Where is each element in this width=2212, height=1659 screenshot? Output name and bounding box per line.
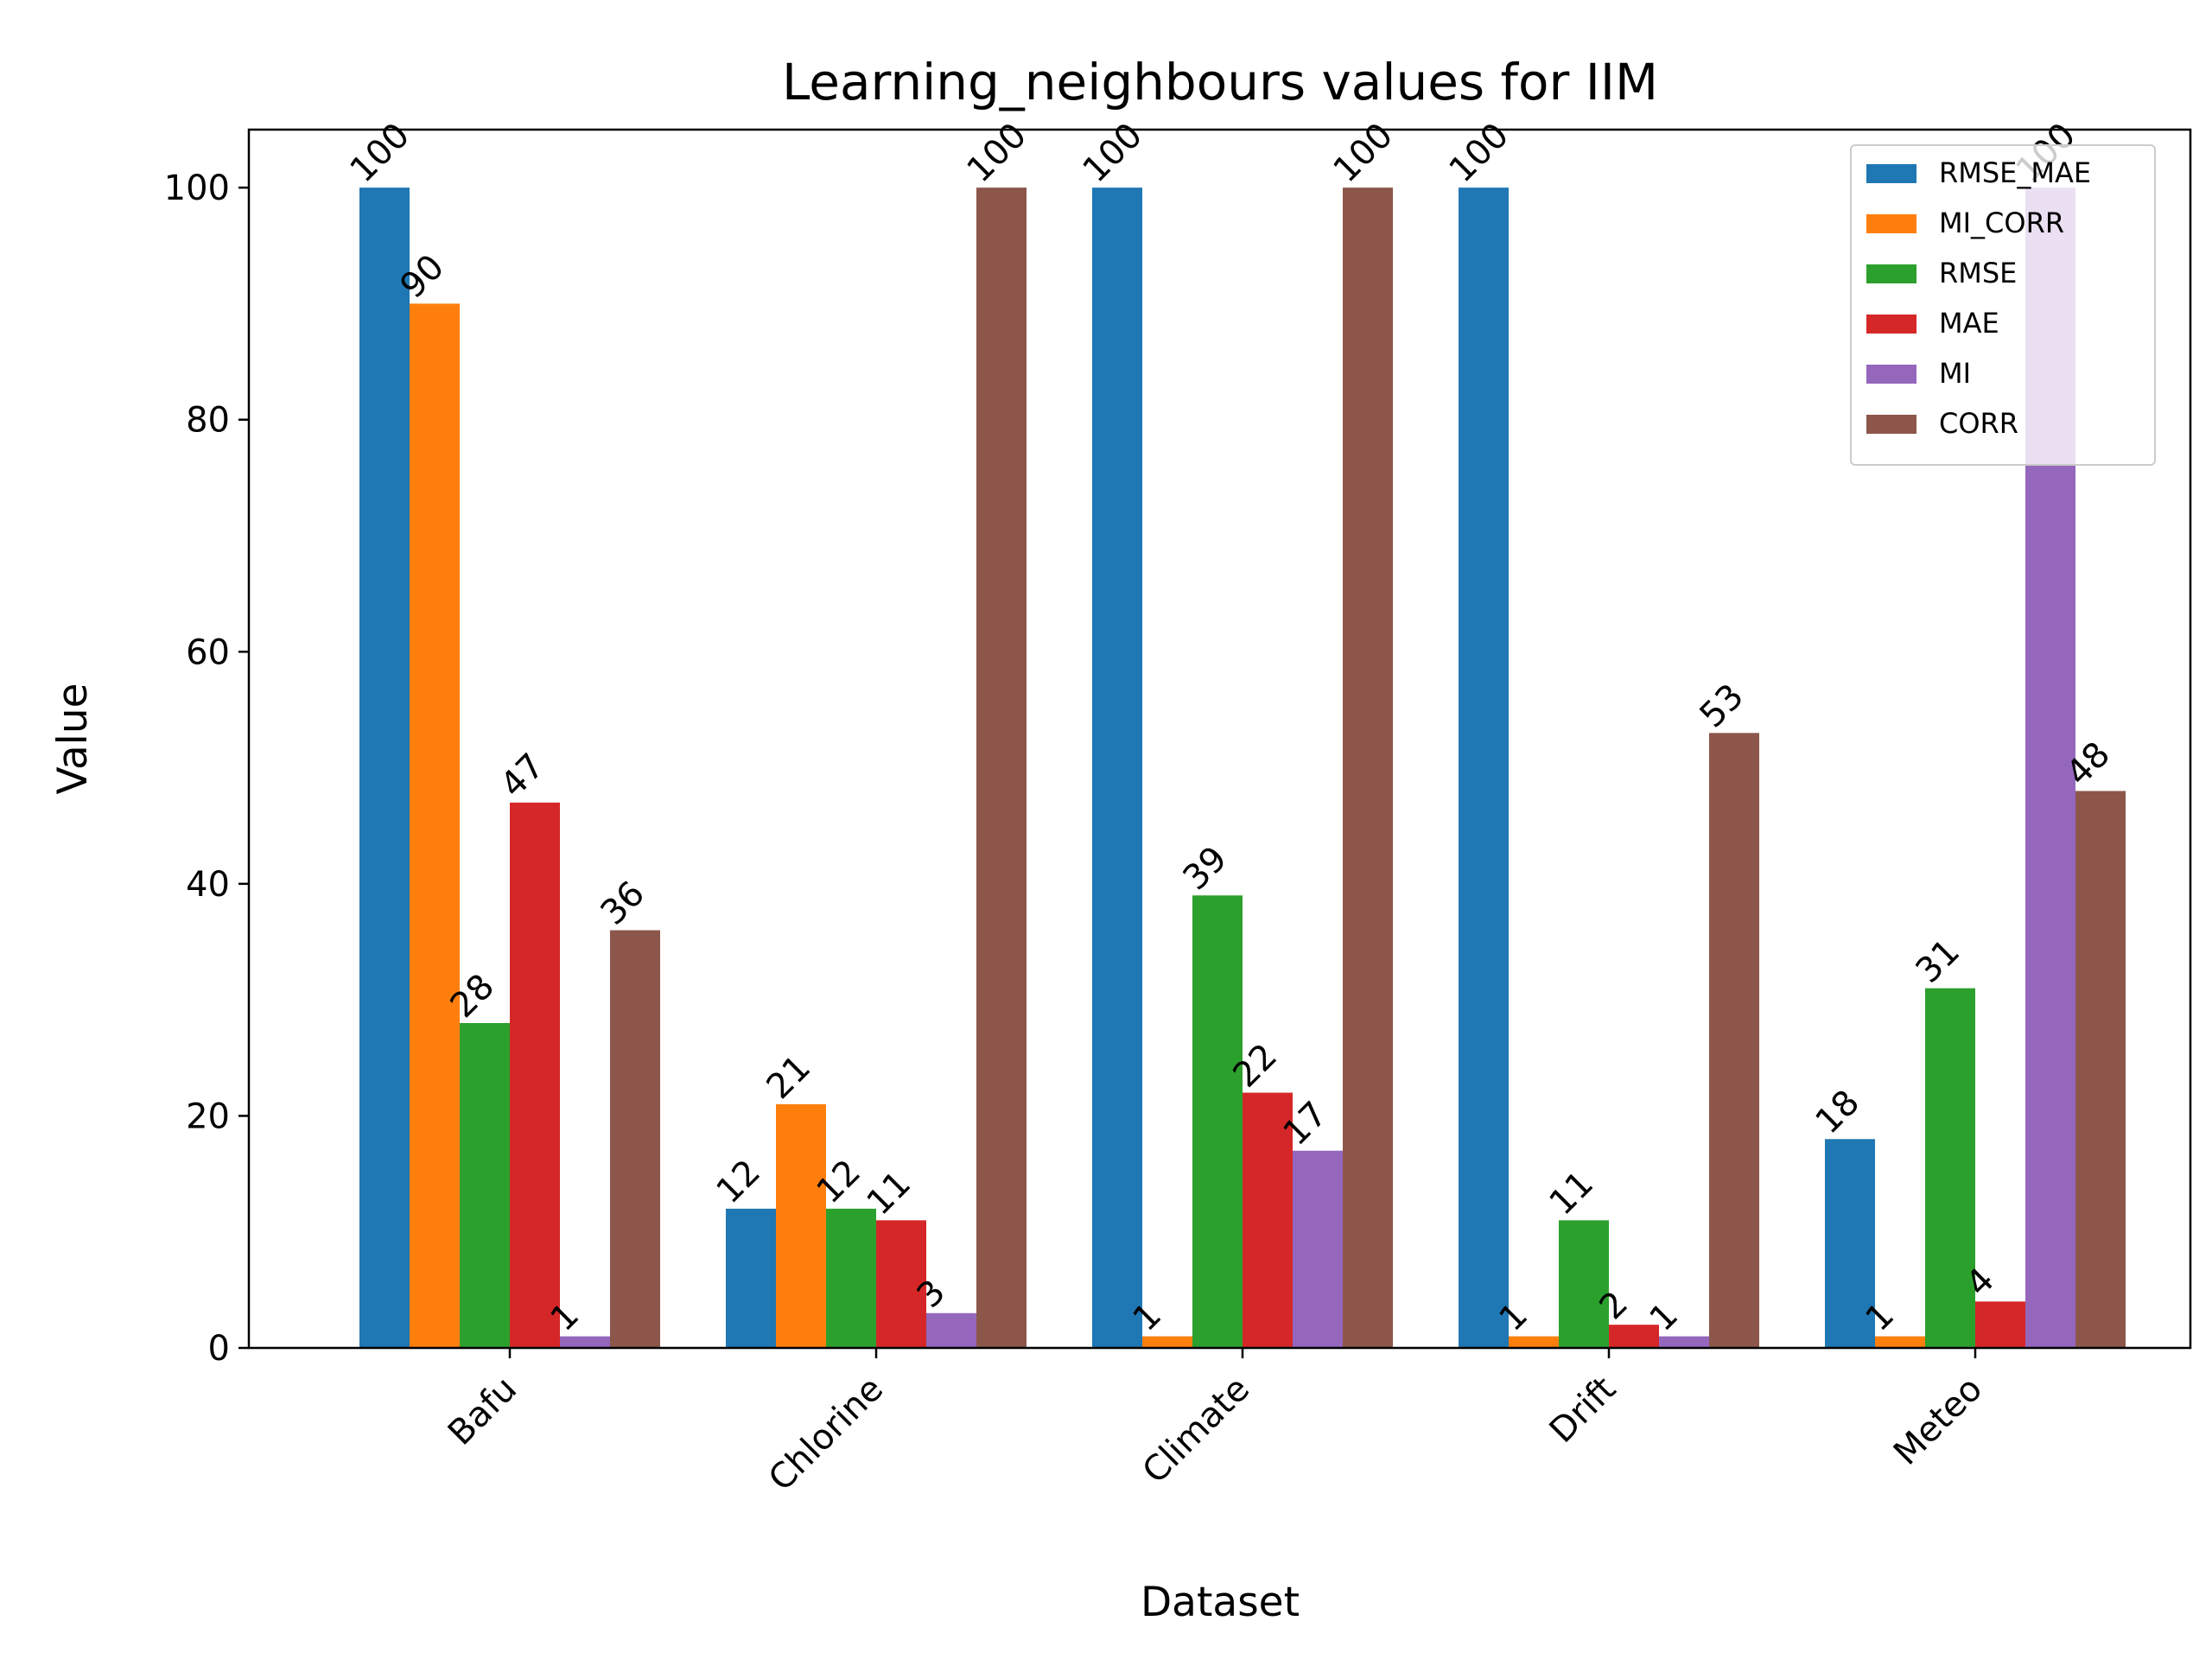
bar-mi_corr-drift	[1509, 1336, 1559, 1348]
bar-mi-drift	[1659, 1336, 1709, 1348]
y-tick-label: 100	[164, 168, 230, 208]
data-label: 47	[493, 746, 553, 805]
bar-rmse-chlorine	[826, 1208, 876, 1348]
bar-corr-climate	[1343, 188, 1393, 1349]
bar-corr-drift	[1709, 733, 1759, 1348]
chart-title: Learning_neighbours values for IIM	[782, 53, 1658, 111]
x-tick-label: Climate	[1135, 1370, 1257, 1491]
bar-rmse-bafu	[460, 1023, 510, 1348]
y-axis: 0 20 40 60 80 100	[164, 168, 249, 1369]
x-tick-label: Chlorine	[761, 1370, 891, 1499]
bar-rmse_mae-drift	[1459, 188, 1509, 1349]
bar-mae-bafu	[510, 802, 560, 1348]
bars-group	[359, 188, 2126, 1349]
bar-mae-climate	[1243, 1092, 1293, 1348]
legend-swatch	[1866, 415, 1916, 434]
bar-corr-bafu	[610, 930, 660, 1348]
data-label: 36	[594, 874, 653, 933]
data-label: 11	[1542, 1164, 1602, 1224]
data-label: 18	[1808, 1083, 1868, 1142]
bar-corr-meteo	[2075, 791, 2126, 1348]
data-label: 21	[760, 1048, 819, 1108]
legend: RMSE_MAE MI_CORR RMSE MAE MI CORR	[1850, 144, 2156, 466]
plot-frame	[247, 128, 2192, 1350]
x-tick-label: Bafu	[441, 1370, 524, 1453]
bar-mi_corr-chlorine	[776, 1104, 826, 1348]
legend-entry: RMSE	[1939, 257, 2017, 289]
legend-entry: MAE	[1939, 307, 1999, 340]
x-axis: Bafu Chlorine Climate Drift Meteo	[441, 1348, 1990, 1499]
bar-mi_corr-climate	[1142, 1336, 1192, 1348]
data-label: 100	[343, 116, 418, 191]
bar-mi_corr-meteo	[1875, 1336, 1925, 1348]
x-tick-label: Drift	[1542, 1370, 1624, 1451]
bar-rmse_mae-climate	[1092, 188, 1142, 1349]
bar-rmse_mae-chlorine	[726, 1208, 776, 1348]
bar-mae-meteo	[1975, 1301, 2025, 1348]
data-label: 31	[1909, 931, 1968, 991]
legend-swatch	[1866, 264, 1916, 283]
legend-box	[1850, 144, 2156, 466]
legend-swatch	[1866, 315, 1916, 334]
data-label: 100	[1326, 116, 1402, 191]
data-label: 53	[1693, 677, 1752, 736]
data-label: 12	[709, 1152, 769, 1211]
legend-entry: CORR	[1939, 407, 2018, 440]
bar-rmse-climate	[1192, 895, 1243, 1348]
y-tick-label: 80	[186, 401, 230, 441]
bar-rmse-meteo	[1925, 988, 1975, 1348]
data-label: 100	[1076, 116, 1151, 191]
bar-mae-chlorine	[876, 1220, 926, 1348]
legend-entry: MI_CORR	[1939, 207, 2064, 239]
y-tick-label: 0	[208, 1329, 230, 1369]
y-tick-label: 40	[186, 865, 230, 905]
y-axis-label: Value	[49, 683, 97, 794]
bar-rmse-drift	[1559, 1220, 1609, 1348]
y-tick-label: 20	[186, 1096, 230, 1136]
x-tick-label: Meteo	[1886, 1370, 1990, 1473]
bar-rmse_mae-bafu	[359, 188, 410, 1349]
bar-mi-climate	[1293, 1150, 1343, 1348]
legend-swatch	[1866, 214, 1916, 233]
data-label: 100	[1442, 116, 1517, 191]
legend-entry: MI	[1939, 357, 1971, 390]
legend-entry: RMSE_MAE	[1939, 156, 2091, 189]
bar-rmse_mae-meteo	[1825, 1139, 1875, 1348]
data-label: 39	[1176, 839, 1236, 899]
bar-mi-bafu	[560, 1336, 610, 1348]
bar-mae-drift	[1609, 1325, 1659, 1348]
bar-corr-chlorine	[976, 188, 1027, 1349]
bar-mi-chlorine	[926, 1313, 976, 1348]
data-label: 100	[960, 116, 1035, 191]
legend-swatch	[1866, 365, 1916, 384]
legend-swatch	[1866, 164, 1916, 183]
x-axis-label: Dataset	[1141, 1579, 1300, 1626]
bar-mi_corr-bafu	[410, 303, 460, 1348]
y-tick-label: 60	[186, 632, 230, 672]
